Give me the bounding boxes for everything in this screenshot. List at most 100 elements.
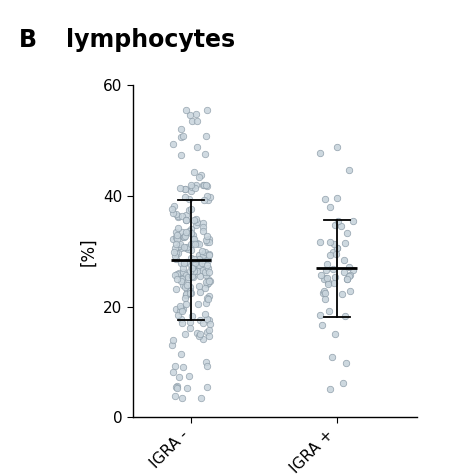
Point — [182, 216, 190, 223]
Point — [327, 238, 334, 246]
Point — [182, 272, 190, 279]
Point — [176, 302, 183, 310]
Point — [203, 294, 210, 301]
Point — [176, 184, 184, 192]
Point — [196, 316, 204, 324]
Point — [331, 273, 338, 281]
Point — [190, 264, 197, 271]
Point — [177, 134, 184, 141]
Point — [178, 307, 185, 315]
Point — [206, 193, 213, 201]
Point — [193, 329, 201, 337]
Point — [173, 275, 180, 283]
Point — [187, 241, 195, 248]
Point — [321, 290, 328, 297]
Point — [332, 250, 340, 257]
Point — [321, 295, 328, 303]
Point — [177, 244, 185, 252]
Point — [172, 244, 179, 252]
Point — [343, 360, 350, 367]
Point — [172, 285, 180, 293]
Point — [334, 218, 341, 225]
Point — [205, 295, 212, 302]
Point — [205, 316, 212, 323]
Point — [317, 311, 324, 319]
Point — [177, 277, 185, 285]
Point — [201, 268, 209, 276]
Point — [184, 273, 191, 281]
Point — [199, 181, 207, 189]
Point — [330, 240, 337, 248]
Text: lymphocytes: lymphocytes — [66, 28, 236, 53]
Point — [195, 261, 203, 269]
Point — [195, 252, 203, 259]
Point — [177, 126, 184, 133]
Point — [202, 278, 210, 285]
Point — [192, 215, 200, 223]
Point — [179, 228, 186, 236]
Point — [181, 330, 189, 338]
Point — [173, 228, 180, 236]
Point — [331, 221, 339, 229]
Point — [316, 238, 323, 246]
Point — [199, 247, 206, 255]
Point — [173, 384, 181, 392]
Point — [346, 272, 354, 279]
Point — [173, 305, 180, 313]
Point — [326, 251, 334, 259]
Point — [325, 307, 333, 315]
Point — [177, 316, 184, 323]
Point — [203, 359, 210, 366]
Point — [183, 384, 191, 392]
Point — [193, 263, 201, 271]
Point — [171, 271, 179, 278]
Point — [187, 181, 194, 189]
Point — [334, 143, 341, 151]
Point — [172, 249, 180, 257]
Point — [169, 368, 176, 376]
Point — [182, 258, 190, 265]
Point — [322, 266, 330, 273]
Point — [198, 395, 205, 402]
Point — [349, 217, 357, 225]
Point — [190, 239, 197, 247]
Point — [186, 111, 193, 118]
Point — [174, 213, 182, 221]
Point — [205, 277, 212, 285]
Point — [177, 260, 185, 267]
Point — [333, 194, 341, 202]
Point — [206, 292, 213, 300]
Point — [182, 232, 189, 240]
Point — [187, 206, 195, 213]
Point — [331, 279, 338, 287]
Point — [343, 275, 351, 283]
Point — [182, 291, 190, 299]
Point — [340, 256, 347, 264]
Point — [191, 216, 198, 223]
Point — [195, 332, 202, 339]
Point — [169, 205, 176, 213]
Point — [186, 290, 194, 297]
Point — [179, 282, 187, 289]
Point — [189, 231, 197, 238]
Point — [204, 256, 212, 264]
Point — [189, 235, 196, 243]
Point — [177, 305, 184, 312]
Point — [187, 187, 195, 195]
Point — [199, 266, 206, 273]
Point — [183, 243, 191, 251]
Point — [168, 341, 176, 349]
Point — [320, 287, 328, 294]
Point — [201, 248, 209, 255]
Point — [200, 223, 207, 231]
Point — [179, 306, 186, 313]
Point — [169, 210, 176, 217]
Point — [176, 307, 183, 314]
Point — [182, 185, 189, 193]
Point — [203, 192, 210, 200]
Point — [186, 318, 194, 326]
Point — [206, 251, 213, 258]
Point — [201, 150, 209, 158]
Point — [171, 252, 179, 260]
Point — [326, 385, 333, 393]
